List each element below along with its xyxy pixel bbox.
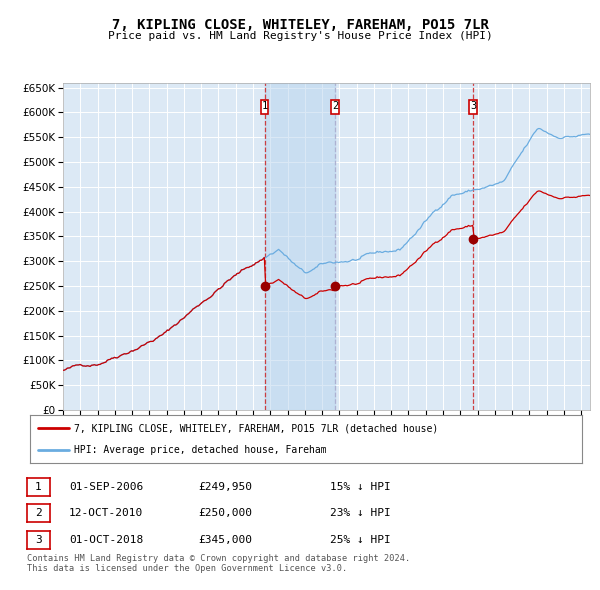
- Text: £250,000: £250,000: [198, 509, 252, 518]
- Text: 25% ↓ HPI: 25% ↓ HPI: [330, 535, 391, 545]
- Text: 2: 2: [35, 509, 42, 518]
- Text: 15% ↓ HPI: 15% ↓ HPI: [330, 482, 391, 491]
- Text: 12-OCT-2010: 12-OCT-2010: [69, 509, 143, 518]
- FancyBboxPatch shape: [331, 100, 339, 114]
- Text: 2: 2: [332, 101, 338, 112]
- Text: £249,950: £249,950: [198, 482, 252, 491]
- Text: Price paid vs. HM Land Registry's House Price Index (HPI): Price paid vs. HM Land Registry's House …: [107, 31, 493, 41]
- FancyBboxPatch shape: [469, 100, 477, 114]
- Text: Contains HM Land Registry data © Crown copyright and database right 2024.
This d: Contains HM Land Registry data © Crown c…: [27, 554, 410, 573]
- Text: 7, KIPLING CLOSE, WHITELEY, FAREHAM, PO15 7LR: 7, KIPLING CLOSE, WHITELEY, FAREHAM, PO1…: [112, 18, 488, 32]
- Text: £345,000: £345,000: [198, 535, 252, 545]
- Text: 01-SEP-2006: 01-SEP-2006: [69, 482, 143, 491]
- Text: 01-OCT-2018: 01-OCT-2018: [69, 535, 143, 545]
- Text: 1: 1: [262, 101, 268, 112]
- Text: 7, KIPLING CLOSE, WHITELEY, FAREHAM, PO15 7LR (detached house): 7, KIPLING CLOSE, WHITELEY, FAREHAM, PO1…: [74, 423, 439, 433]
- Bar: [265, 83, 335, 410]
- Text: HPI: Average price, detached house, Fareham: HPI: Average price, detached house, Fare…: [74, 445, 327, 455]
- Text: 1: 1: [35, 482, 42, 491]
- Text: 3: 3: [470, 101, 476, 112]
- Text: 23% ↓ HPI: 23% ↓ HPI: [330, 509, 391, 518]
- Text: 3: 3: [35, 535, 42, 545]
- FancyBboxPatch shape: [260, 100, 268, 114]
